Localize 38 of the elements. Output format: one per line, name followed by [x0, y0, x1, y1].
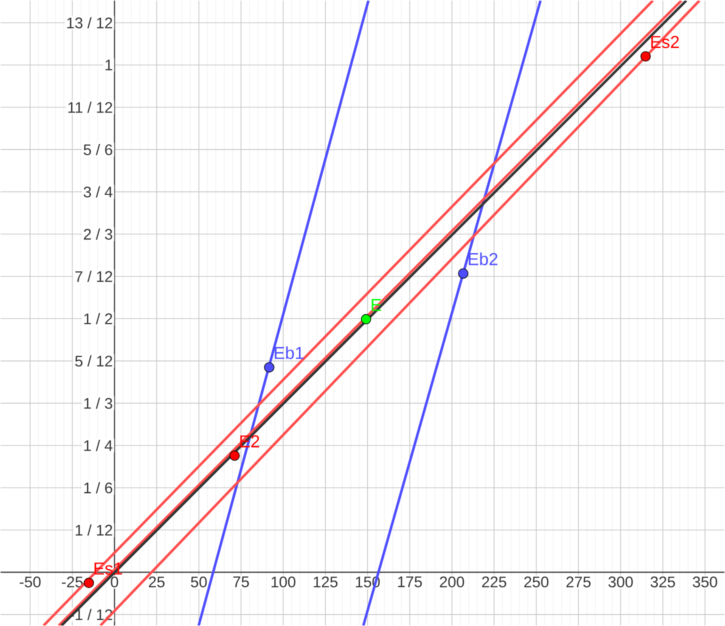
series-label: E [372, 298, 382, 311]
y-tick-label: 3 / 4 [84, 186, 112, 198]
y-tick-label: 1 / 12 [76, 524, 112, 536]
y-tick-label: 11 / 12 [68, 102, 112, 113]
point [458, 268, 468, 279]
x-tick-label: 75 [233, 576, 249, 588]
series-label: Eb2 [468, 252, 498, 266]
y-tick-label: 13 / 12 [67, 17, 112, 28]
x-tick-label: 0 [110, 576, 118, 588]
x-tick-label: 100 [272, 576, 296, 588]
y-tick-label: 1 [106, 60, 112, 70]
y-tick-label: 5 / 12 [75, 355, 112, 366]
x-tick-label: 25 [148, 576, 165, 588]
y-tick-label: 5 / 6 [84, 144, 112, 156]
x-tick-label: 125 [314, 576, 338, 588]
x-tick-label: 50 [190, 576, 207, 588]
x-tick-label: 275 [566, 576, 591, 588]
y-tick-label: 1 / 2 [84, 312, 112, 324]
x-tick-label: 175 [398, 576, 422, 588]
x-tick-label: -25 [62, 576, 83, 588]
point [640, 51, 651, 62]
point [84, 578, 94, 588]
x-tick-label: 225 [482, 576, 506, 588]
x-tick-label: 250 [524, 576, 548, 588]
y-tick-label: 1 / 4 [84, 440, 112, 452]
y-tick-label: 7 / 12 [75, 270, 112, 282]
x-tick-label: 325 [650, 576, 675, 588]
y-tick-label: 1 / 6 [84, 482, 112, 494]
y-tick-label: 1 / 3 [84, 398, 112, 409]
y-tick-label: 2 / 3 [84, 228, 112, 240]
x-tick-label: 300 [608, 576, 633, 588]
point [360, 314, 372, 324]
point [229, 450, 240, 461]
x-tick-label: 350 [692, 576, 718, 588]
x-tick-label: 200 [440, 576, 464, 588]
point [264, 362, 274, 372]
x-tick-label: -50 [20, 576, 41, 588]
series-label: Eb1 [274, 346, 304, 360]
